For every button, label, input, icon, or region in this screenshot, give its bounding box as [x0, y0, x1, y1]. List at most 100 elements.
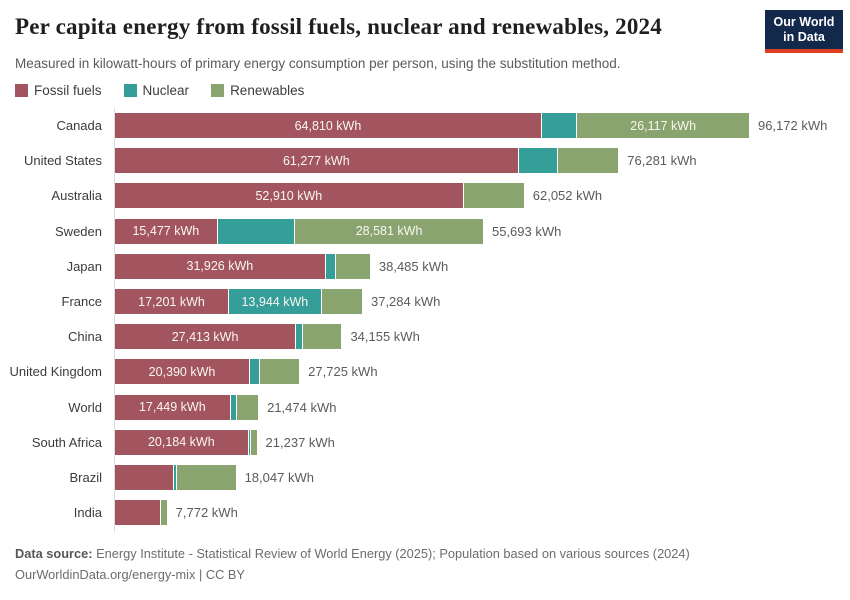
country-label: Australia — [51, 188, 102, 204]
renewables-segment[interactable] — [463, 183, 524, 209]
nuclear-segment[interactable] — [217, 218, 295, 244]
fossil-segment[interactable]: 52,910 kWh — [115, 183, 463, 209]
nuclear-segment[interactable] — [174, 464, 176, 490]
page-title: Per capita energy from fossil fuels, nuc… — [15, 14, 662, 39]
country-label: Sweden — [55, 223, 102, 239]
fossil-segment[interactable]: 27,413 kWh — [115, 324, 296, 350]
total-label: 62,052 kWh — [532, 188, 603, 204]
nuclear-value-label: 13,944 kWh — [241, 294, 309, 309]
fossil-segment[interactable]: 61,277 kWh — [115, 148, 518, 174]
renewables-segment[interactable] — [259, 359, 300, 385]
legend-label: Fossil fuels — [34, 83, 102, 98]
nuclear-segment[interactable]: 13,944 kWh — [229, 289, 321, 315]
bar-row: United Kingdom 20,390 kWh 27,725 kWh — [0, 354, 850, 389]
renewables-segment[interactable] — [236, 394, 259, 420]
fossil-value-label: 64,810 kWh — [294, 118, 362, 133]
country-label: United Kingdom — [9, 364, 103, 380]
country-label: India — [73, 505, 102, 521]
fossil-segment[interactable]: 17,201 kWh — [115, 289, 229, 315]
bar-row: Australia 52,910 kWh 62,052 kWh — [0, 178, 850, 213]
fossil-value-label: 17,449 kWh — [138, 400, 206, 415]
country-label: Japan — [66, 258, 102, 274]
renewables-segment[interactable]: 28,581 kWh — [295, 218, 483, 244]
renewables-segment[interactable] — [321, 289, 362, 315]
legend-item-fossil-fuels[interactable]: Fossil fuels — [15, 83, 102, 98]
fossil-value-label: 61,277 kWh — [282, 153, 350, 168]
renewables-value-label: 28,581 kWh — [355, 224, 423, 239]
nuclear-segment[interactable] — [325, 253, 336, 279]
total-label: 7,772 kWh — [175, 505, 238, 521]
country-label: Brazil — [69, 469, 102, 485]
bar-row: Brazil 18,047 kWh — [0, 460, 850, 495]
renewables-segment[interactable] — [161, 500, 167, 526]
y-axis-line — [114, 108, 115, 532]
total-label: 55,693 kWh — [491, 223, 562, 239]
fossil-value-label: 15,477 kWh — [132, 224, 200, 239]
legend-swatch — [123, 84, 137, 97]
stacked-bar: 31,926 kWh 38,485 kWh — [115, 253, 449, 279]
bar-row: South Africa 20,184 kWh 21,237 kWh — [0, 425, 850, 460]
total-label: 76,281 kWh — [627, 153, 697, 169]
total-label: 96,172 kWh — [757, 118, 828, 134]
credit-line[interactable]: OurWorldinData.org/energy-mix | CC BY — [15, 567, 245, 582]
country-label: World — [68, 399, 102, 415]
nuclear-segment[interactable] — [518, 148, 558, 174]
stacked-bar: 20,184 kWh 21,237 kWh — [115, 429, 335, 455]
stacked-bar: 64,810 kWh 26,117 kWh 96,172 kWh — [115, 113, 828, 139]
legend-swatch — [15, 84, 28, 97]
fossil-value-label: 20,390 kWh — [148, 364, 216, 379]
fossil-segment[interactable] — [115, 464, 174, 490]
stacked-bar: 27,413 kWh 34,155 kWh — [115, 324, 420, 350]
nuclear-segment[interactable] — [296, 324, 303, 350]
legend-item-renewables[interactable]: Renewables — [211, 83, 304, 98]
bar-row: World 17,449 kWh 21,474 kWh — [0, 390, 850, 425]
country-label: Canada — [56, 118, 102, 134]
renewables-segment[interactable] — [251, 429, 257, 455]
plot-area: Canada 64,810 kWh 26,117 kWh 96,172 kWh Unit… — [0, 108, 850, 530]
nuclear-segment[interactable] — [541, 113, 577, 139]
chart-subtitle: Measured in kilowatt-hours of primary en… — [15, 56, 621, 71]
fossil-segment[interactable]: 20,184 kWh — [115, 429, 248, 455]
owid-logo[interactable]: Our World in Data — [765, 10, 843, 53]
legend-item-nuclear[interactable]: Nuclear — [123, 83, 189, 98]
renewables-segment[interactable] — [336, 253, 370, 279]
stacked-bar: 7,772 kWh — [115, 500, 238, 526]
renewables-segment[interactable] — [558, 148, 619, 174]
fossil-segment[interactable]: 15,477 kWh — [115, 218, 217, 244]
stacked-bar: 15,477 kWh 28,581 kWh 55,693 kWh — [115, 218, 562, 244]
bar-row: India 7,772 kWh — [0, 495, 850, 530]
fossil-segment[interactable]: 31,926 kWh — [115, 253, 325, 279]
fossil-segment[interactable] — [115, 500, 160, 526]
fossil-value-label: 31,926 kWh — [186, 259, 254, 274]
fossil-segment[interactable]: 17,449 kWh — [115, 394, 230, 420]
total-label: 38,485 kWh — [378, 258, 449, 274]
fossil-value-label: 17,201 kWh — [138, 294, 205, 309]
nuclear-segment[interactable] — [248, 429, 251, 455]
bar-row: United States 61,277 kWh 76,281 kWh — [0, 143, 850, 178]
total-label: 27,725 kWh — [308, 364, 378, 380]
stacked-bar: 17,449 kWh 21,474 kWh — [115, 394, 337, 420]
total-label: 37,284 kWh — [370, 294, 441, 310]
stacked-bar: 52,910 kWh 62,052 kWh — [115, 183, 603, 209]
renewables-segment[interactable]: 26,117 kWh — [577, 113, 749, 139]
nuclear-segment[interactable] — [249, 359, 259, 385]
bar-row: Canada 64,810 kWh 26,117 kWh 96,172 kWh — [0, 108, 850, 143]
country-label: China — [68, 329, 102, 345]
stacked-bar: 17,201 kWh 13,944 kWh 37,284 kWh — [115, 289, 441, 315]
fossil-segment[interactable]: 20,390 kWh — [115, 359, 249, 385]
total-label: 21,237 kWh — [265, 434, 335, 450]
owid-logo-line1: Our World — [773, 15, 835, 29]
stacked-bar: 18,047 kWh — [115, 464, 314, 490]
total-label: 21,474 kWh — [267, 399, 337, 415]
nuclear-segment[interactable] — [230, 394, 236, 420]
bar-row: France 17,201 kWh 13,944 kWh 37,284 kWh — [0, 284, 850, 319]
total-label: 18,047 kWh — [244, 469, 314, 485]
data-source-text: Energy Institute - Statistical Review of… — [96, 546, 690, 561]
renewables-segment[interactable] — [176, 464, 236, 490]
fossil-segment[interactable]: 64,810 kWh — [115, 113, 541, 139]
stacked-bar: 20,390 kWh 27,725 kWh — [115, 359, 378, 385]
renewables-segment[interactable] — [303, 324, 342, 350]
data-source-line: Data source: Energy Institute - Statisti… — [15, 543, 690, 564]
footer: Data source: Energy Institute - Statisti… — [15, 543, 690, 585]
